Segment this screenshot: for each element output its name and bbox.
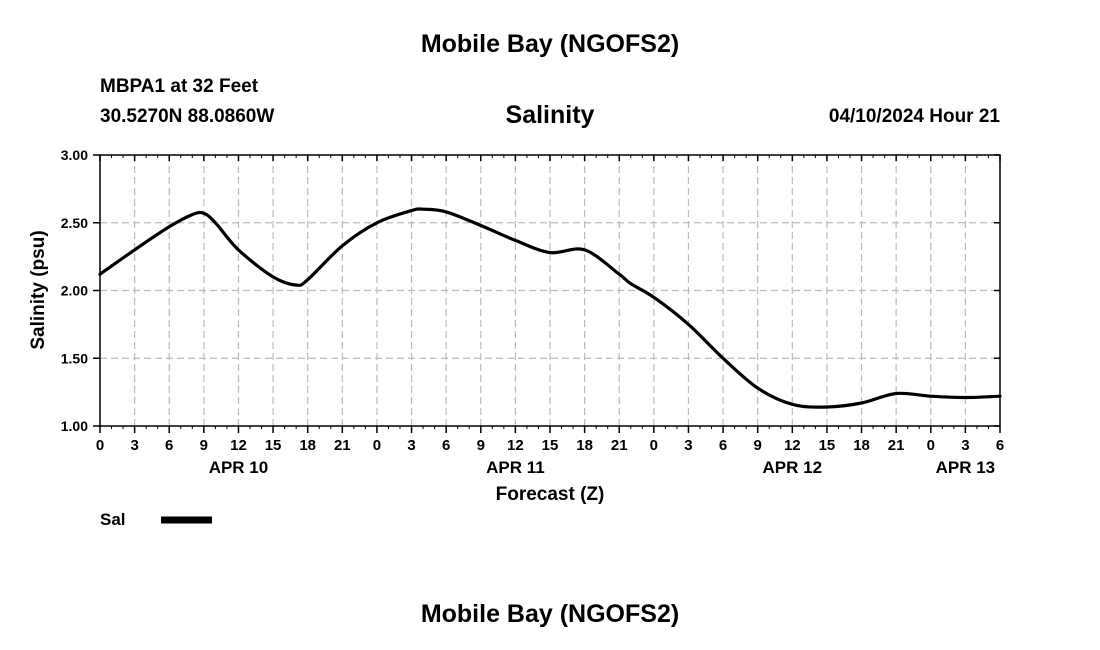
x-axis-label: Forecast (Z)	[496, 484, 605, 505]
x-tick-label: 21	[888, 437, 905, 454]
series-lines	[98, 207, 1002, 409]
y-axis-label: Salinity (psu)	[28, 230, 49, 349]
y-tick-label: 3.00	[61, 147, 88, 163]
x-tick-label: 0	[650, 437, 658, 454]
y-tick-label: 1.50	[61, 350, 88, 366]
x-tick-label: 12	[507, 437, 524, 454]
x-tick-label: 21	[611, 437, 628, 454]
top-title: Mobile Bay (NGOFS2)	[420, 30, 680, 58]
y-tick-label: 2.00	[61, 283, 88, 299]
x-tick-label: 18	[853, 437, 870, 454]
x-tick-label: 18	[299, 437, 316, 454]
y-tick-label: 1.00	[61, 418, 88, 434]
plot-frame	[99, 154, 1001, 427]
x-tick-label: 6	[996, 437, 1004, 454]
forecast-timestamp: 04/10/2024 Hour 21	[828, 106, 1000, 127]
x-tick-label: 15	[819, 437, 836, 454]
x-tick-label: 0	[373, 437, 381, 454]
x-tick-label: 6	[442, 437, 450, 454]
x-tick-label: 12	[230, 437, 247, 454]
station-label: MBPA1 at 32 Feet	[100, 76, 259, 97]
date-label: APR 12	[763, 458, 823, 477]
series-line-sal	[98, 207, 1002, 409]
x-tick-label: 3	[961, 437, 969, 454]
axis-ticks	[93, 154, 1001, 433]
x-tick-label: 3	[130, 437, 138, 454]
legend-label-sal: Sal	[100, 510, 126, 529]
y-tick-label: 2.50	[61, 215, 88, 231]
x-tick-label: 9	[754, 437, 762, 454]
x-tick-label: 6	[165, 437, 173, 454]
x-tick-label: 6	[719, 437, 727, 454]
date-label: APR 11	[486, 458, 545, 477]
chart-title: Salinity	[505, 101, 595, 129]
x-tick-label: 15	[265, 437, 282, 454]
bottom-title: Mobile Bay (NGOFS2)	[420, 600, 680, 628]
x-tick-label: 21	[334, 437, 351, 454]
x-tick-label: 0	[927, 437, 935, 454]
x-tick-label: 3	[684, 437, 692, 454]
legend: Sal	[100, 510, 212, 529]
x-tick-label: 0	[96, 437, 104, 454]
axis-labels: 0 3 6 9 12 15 18 21 0 3 6 9 12 15 18 21 0 3 6 9 12 15 18 21 0 3 6 1…	[61, 147, 1004, 477]
station-coordinates: 30.5270N 88.0860W	[100, 106, 275, 127]
grid-lines	[100, 155, 1000, 426]
date-label: APR 13	[936, 458, 996, 477]
x-tick-label: 9	[477, 437, 485, 454]
date-label: APR 10	[209, 458, 269, 477]
x-tick-label: 9	[200, 437, 208, 454]
x-tick-label: 18	[576, 437, 593, 454]
x-tick-label: 15	[542, 437, 559, 454]
x-tick-label: 3	[407, 437, 415, 454]
x-tick-label: 12	[784, 437, 801, 454]
